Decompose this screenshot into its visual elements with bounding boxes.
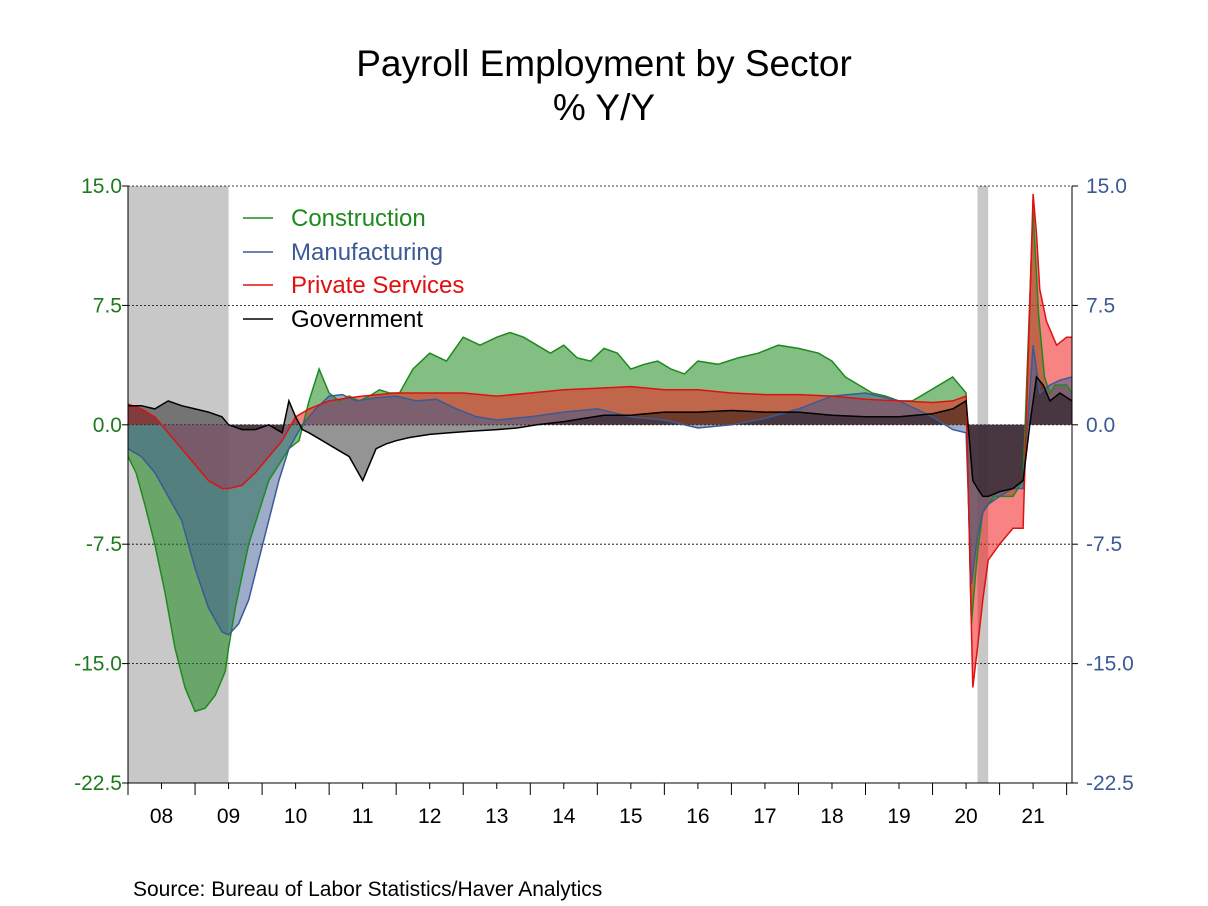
- x-tick-label-7: 15: [619, 805, 642, 828]
- right-tick-label-2: 0.0: [1086, 414, 1115, 437]
- x-tick-label-2: 10: [284, 805, 307, 828]
- x-tick-label-4: 12: [418, 805, 441, 828]
- right-tick-label-5: -22.5: [1086, 772, 1134, 795]
- legend-label-government: Government: [291, 306, 423, 333]
- line-construction: [127, 209, 1073, 713]
- x-tick-label-6: 14: [552, 805, 576, 828]
- area-construction: [128, 209, 1072, 712]
- x-tick-label-1: 09: [217, 805, 240, 828]
- axes: [127, 186, 1073, 784]
- x-tick-label-8: 16: [686, 805, 709, 828]
- left-tick-label-1: 7.5: [93, 294, 122, 317]
- right-tick-label-1: 7.5: [1086, 294, 1115, 317]
- left-tick-label-0: 15.0: [81, 175, 122, 198]
- line-government: [128, 375, 1073, 498]
- line-private_services: [127, 193, 1072, 688]
- left-tick-label-5: -22.5: [74, 772, 122, 795]
- left-tick-label-4: -15.0: [74, 653, 122, 676]
- x-axis-ticks: 08 09 10 11 12 13 14 15 16 17 18 19 20 21: [127, 783, 1068, 828]
- source-note: Source: Bureau of Labor Statistics/Haver…: [133, 878, 602, 901]
- legend-label-private-services: Private Services: [291, 272, 464, 299]
- area-private_services: [128, 194, 1072, 688]
- left-tick-label-3: -7.5: [86, 533, 122, 556]
- right-tick-label-3: -7.5: [1086, 533, 1122, 556]
- legend-label-manufacturing: Manufacturing: [291, 239, 443, 266]
- x-tick-label-11: 19: [887, 805, 910, 828]
- right-tick-label-4: -15.0: [1086, 653, 1134, 676]
- series-areas: [128, 194, 1072, 712]
- right-axis-ticks: 15.0 7.5 0.0 -7.5 -15.0 -22.5: [1072, 175, 1134, 795]
- right-tick-label-0: 15.0: [1086, 175, 1127, 198]
- x-tick-label-0: 08: [150, 805, 173, 828]
- chart-title: Payroll Employment by Sector: [356, 43, 852, 84]
- x-tick-label-13: 21: [1021, 805, 1044, 828]
- x-tick-label-3: 11: [352, 805, 374, 828]
- chart-subtitle: % Y/Y: [553, 87, 655, 128]
- x-tick-label-5: 13: [485, 805, 508, 828]
- area-manufacturing: [128, 345, 1072, 635]
- area-government: [128, 377, 1072, 497]
- legend-label-construction: Construction: [291, 205, 426, 232]
- x-tick-label-9: 17: [753, 805, 776, 828]
- x-tick-label-12: 20: [954, 805, 977, 828]
- left-tick-label-2: 0.0: [93, 414, 122, 437]
- series-lines: [127, 193, 1073, 713]
- x-tick-label-10: 18: [820, 805, 843, 828]
- line-manufacturing: [127, 345, 1073, 636]
- left-axis-ticks: 15.0 7.5 0.0 -7.5 -15.0 -22.5: [74, 175, 128, 795]
- legend: Construction Manufacturing Private Servi…: [243, 205, 464, 333]
